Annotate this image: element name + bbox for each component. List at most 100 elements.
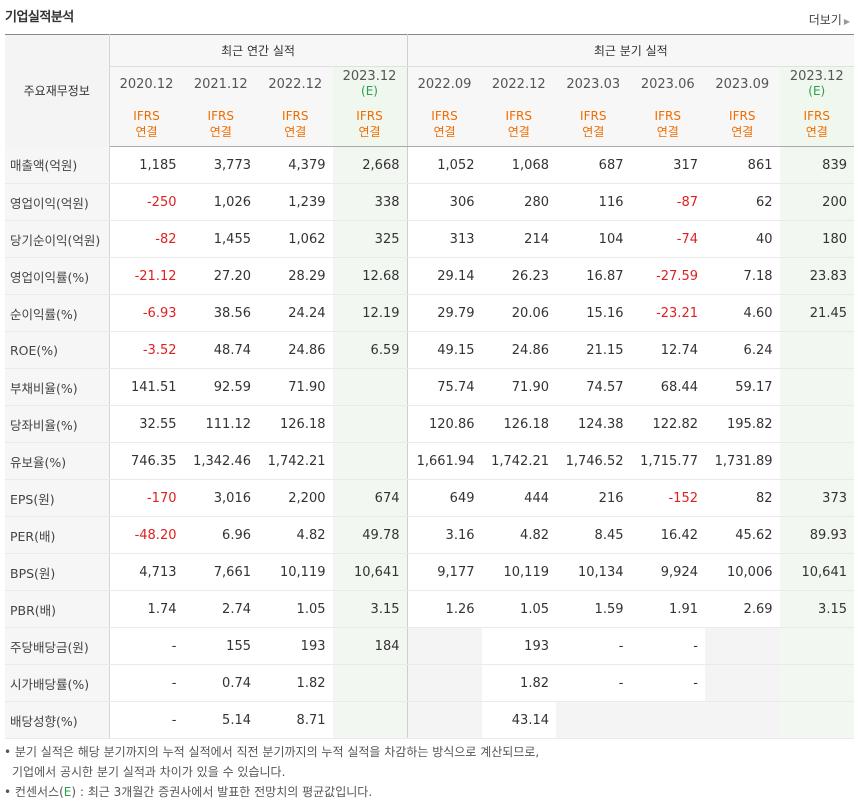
table-cell: -27.59: [630, 257, 705, 295]
table-cell: 6.96: [183, 516, 258, 554]
row-label: 영업이익(억원): [5, 183, 110, 221]
table-cell: 62: [705, 183, 780, 221]
ifrs-label: IFRS: [580, 108, 607, 123]
ifrs-label: IFRS: [505, 108, 532, 123]
row-label: ROE(%): [5, 331, 110, 369]
table-cell: 10,134: [556, 553, 631, 591]
table-row: PER(배) -48.20 6.96 4.82 49.78 3.16 4.82 8.45 16.…: [5, 516, 854, 554]
basis-label: 연결: [209, 124, 232, 139]
more-link[interactable]: 더보기 ▶: [809, 11, 850, 28]
more-label: 더보기: [808, 13, 842, 27]
table-row: 당좌비율(%) 32.55 111.12 126.18 120.86 126.18 124.…: [5, 405, 854, 443]
table-cell: 1.26: [406, 590, 482, 628]
table-cell: 4.82: [481, 516, 556, 554]
column-date-text: 2023.12: [342, 69, 397, 84]
table-cell: 1,185: [109, 146, 184, 184]
table-cell: 59.17: [705, 368, 780, 406]
column-date: 2023.06: [630, 66, 705, 101]
table-cell: 8.71: [258, 701, 333, 739]
ifrs-label: IFRS: [282, 108, 309, 123]
table-cell: 16.42: [630, 516, 705, 554]
basis-label: 연결: [433, 124, 456, 139]
table-cell: 10,641: [779, 553, 854, 591]
table-cell: 2.74: [183, 590, 258, 628]
row-label: 유보율(%): [5, 442, 110, 480]
table-cell: 2,668: [332, 146, 407, 184]
table-cell: 6.59: [332, 331, 407, 369]
table-cell: 21.15: [556, 331, 631, 369]
row-label: PER(배): [5, 516, 110, 554]
table-cell: -: [109, 701, 184, 739]
column-date-text: 2022.12: [268, 76, 323, 92]
table-cell: 1,455: [183, 220, 258, 258]
table-cell: 4,713: [109, 553, 184, 591]
column-date-text: 2022.09: [417, 76, 472, 92]
table-cell: [779, 664, 854, 702]
table-row: 당기순이익(억원) -82 1,455 1,062 325 313 214 104 -74 40 1…: [5, 220, 854, 258]
table-cell: 10,641: [332, 553, 407, 591]
basis-label: 연결: [805, 124, 828, 139]
table-cell: [705, 701, 780, 739]
table-cell: 104: [556, 220, 631, 258]
table-cell: 5.14: [183, 701, 258, 739]
basis-label: 연결: [731, 124, 754, 139]
table-cell: 1.74: [109, 590, 184, 628]
table-cell: 75.74: [406, 368, 482, 406]
table-row: 배당성향(%) -5.14 8.71 43.14: [5, 701, 854, 739]
table-cell: 15.16: [556, 294, 631, 332]
table-row: 순이익률(%) -6.93 38.56 24.24 12.19 29.79 20.06 15.…: [5, 294, 854, 332]
table-cell: 1,742.21: [481, 442, 556, 480]
table-cell: 24.86: [481, 331, 556, 369]
footnote-1-text: 분기 실적은 해당 분기까지의 누적 실적에서 직전 분기까지의 누적 실적을 …: [14, 745, 540, 759]
table-cell: 10,119: [258, 553, 333, 591]
table-cell: 280: [481, 183, 556, 221]
table-cell: 24.86: [258, 331, 333, 369]
table-row: 주당배당금(원) -155 193 184 193- -: [5, 627, 854, 665]
table-cell: [332, 405, 407, 443]
table-cell: 839: [779, 146, 854, 184]
chevron-right-icon: ▶: [843, 17, 850, 26]
table-cell: 325: [332, 220, 407, 258]
footnote-1: • 분기 실적은 해당 분기까지의 누적 실적에서 직전 분기까지의 누적 실적…: [4, 745, 540, 759]
table-cell: 20.06: [481, 294, 556, 332]
table-cell: 214: [481, 220, 556, 258]
table-cell: 126.18: [481, 405, 556, 443]
table-cell: 9,177: [406, 553, 482, 591]
table-cell: 21.45: [779, 294, 854, 332]
column-basis: IFRS 연결: [556, 101, 631, 147]
table-cell: 23.83: [779, 257, 854, 295]
column-date-text: 2020.12: [119, 76, 174, 92]
table-cell: 2.69: [705, 590, 780, 628]
table-cell: [779, 627, 854, 665]
table-cell: 45.62: [705, 516, 780, 554]
table-cell: 16.87: [556, 257, 631, 295]
table-cell: 6.24: [705, 331, 780, 369]
table-cell: [779, 442, 854, 480]
table-cell: 3,773: [183, 146, 258, 184]
table-cell: 1,062: [258, 220, 333, 258]
table-cell: [406, 701, 482, 739]
table-cell: 48.74: [183, 331, 258, 369]
table-row: ROE(%) -3.52 48.74 24.86 6.59 49.15 24.86 21.15…: [5, 331, 854, 369]
table-cell: 1,731.89: [705, 442, 780, 480]
table-row: 유보율(%) 746.35 1,342.46 1,742.21 1,661.94 1,74…: [5, 442, 854, 480]
table-row: 시가배당률(%) -0.74 1.82 1.82- -: [5, 664, 854, 702]
estimate-marker: (E): [808, 84, 826, 98]
table-cell: 306: [406, 183, 482, 221]
column-date: 2020.12: [109, 66, 184, 101]
table-cell: 68.44: [630, 368, 705, 406]
table-cell: 43.14: [481, 701, 556, 739]
table-cell: 26.23: [481, 257, 556, 295]
table-row: 부채비율(%) 141.51 92.59 71.90 75.74 71.90 74.57 68…: [5, 368, 854, 406]
table-cell: 180: [779, 220, 854, 258]
table-cell: 1,342.46: [183, 442, 258, 480]
table-cell: 3,016: [183, 479, 258, 517]
column-date: 2021.12: [183, 66, 258, 101]
financial-table: 주요재무정보 최근 연간 실적 최근 분기 실적 2020.12 2021.12 2…: [5, 34, 854, 739]
table-cell: 141.51: [109, 368, 184, 406]
table-row: EPS(원) -170 3,016 2,200 674 649 444 216 -152 82 37…: [5, 479, 854, 517]
row-label: 배당성향(%): [5, 701, 110, 739]
row-label: BPS(원): [5, 553, 110, 591]
table-cell: 116: [556, 183, 631, 221]
table-cell: -87: [630, 183, 705, 221]
